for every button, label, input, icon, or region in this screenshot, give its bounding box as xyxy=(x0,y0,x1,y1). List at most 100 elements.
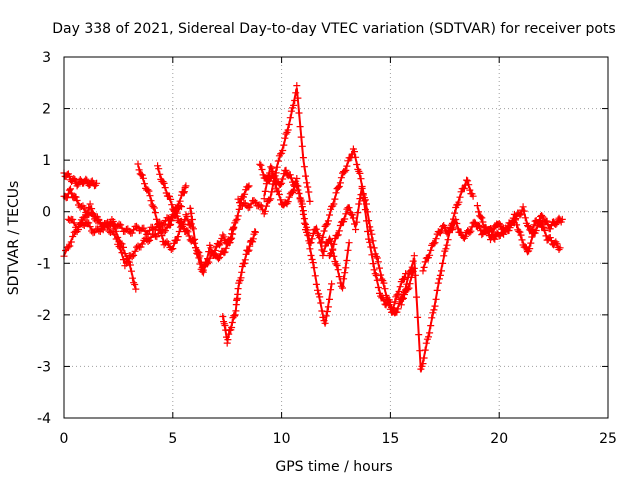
y-axis-label: SDTVAR / TECUs xyxy=(6,181,22,296)
data-point xyxy=(173,236,181,244)
data-point xyxy=(330,240,338,248)
data-point xyxy=(477,213,485,221)
data-point xyxy=(438,267,445,275)
data-point xyxy=(467,227,475,235)
data-point xyxy=(546,234,554,242)
data-point xyxy=(234,285,242,293)
data-point xyxy=(131,281,139,288)
data-point xyxy=(353,218,361,226)
data-point xyxy=(295,109,303,117)
data-point xyxy=(64,243,72,251)
data-point xyxy=(342,166,350,174)
data-point xyxy=(290,101,298,109)
data-point xyxy=(137,243,145,251)
data-point xyxy=(273,163,281,171)
data-point xyxy=(145,187,153,195)
data-point xyxy=(453,220,461,227)
data-track xyxy=(419,210,564,275)
data-track xyxy=(219,228,259,347)
data-point xyxy=(244,183,252,191)
data-point xyxy=(431,302,439,310)
data-point xyxy=(528,233,536,241)
data-point xyxy=(246,242,254,250)
data-point xyxy=(82,175,90,183)
data-point xyxy=(327,286,335,294)
data-point xyxy=(344,246,352,254)
data-point xyxy=(147,197,155,205)
data-point xyxy=(516,228,524,236)
data-point xyxy=(373,276,381,284)
data-point xyxy=(333,232,341,240)
data-point xyxy=(250,197,258,204)
data-point xyxy=(74,180,82,188)
data-point xyxy=(161,184,169,192)
data-point xyxy=(427,322,435,330)
data-point xyxy=(317,299,325,307)
data-point xyxy=(298,142,306,150)
data-point xyxy=(274,187,282,195)
data-point xyxy=(180,188,188,196)
data-point xyxy=(183,226,191,234)
data-point xyxy=(335,227,343,235)
data-point xyxy=(118,249,126,257)
data-point xyxy=(144,186,152,194)
data-point xyxy=(157,226,165,234)
data-point xyxy=(158,232,166,240)
data-point xyxy=(168,201,176,209)
data-point xyxy=(368,230,376,238)
data-point xyxy=(134,160,142,168)
data-point xyxy=(367,243,375,251)
data-point xyxy=(341,168,349,176)
data-point xyxy=(220,233,228,241)
data-point xyxy=(512,216,519,224)
data-point xyxy=(343,257,351,264)
data-point xyxy=(67,238,75,246)
data-point xyxy=(231,312,238,320)
data-point xyxy=(238,268,246,276)
data-point xyxy=(543,217,551,225)
data-point xyxy=(525,223,533,231)
data-point xyxy=(262,180,270,188)
data-point xyxy=(316,293,324,301)
data-point xyxy=(140,224,148,232)
y-tick-label: -2 xyxy=(37,308,51,324)
data-point xyxy=(488,233,496,241)
data-point xyxy=(420,263,428,271)
data-point xyxy=(402,286,410,294)
data-point xyxy=(277,196,284,204)
data-point xyxy=(98,225,106,233)
data-point xyxy=(345,204,353,212)
data-point xyxy=(304,226,312,234)
data-point xyxy=(478,214,486,222)
data-point xyxy=(336,279,344,287)
data-point xyxy=(144,238,152,245)
data-point xyxy=(334,184,342,191)
x-tick-label: 0 xyxy=(60,431,69,447)
data-point xyxy=(356,195,364,203)
data-point xyxy=(421,346,429,354)
data-point xyxy=(67,185,74,193)
data-point xyxy=(297,133,305,141)
data-point xyxy=(320,227,328,235)
y-tick-label: -1 xyxy=(37,256,51,272)
data-point xyxy=(266,169,274,177)
data-point xyxy=(414,313,422,321)
data-point xyxy=(131,247,139,255)
data-point xyxy=(372,253,380,260)
data-point xyxy=(455,198,463,206)
data-point xyxy=(366,238,374,246)
data-point xyxy=(413,293,420,301)
data-point xyxy=(179,220,187,228)
data-point xyxy=(466,186,474,194)
chart-title: Day 338 of 2021, Sidereal Day-to-day VTE… xyxy=(52,21,615,37)
data-point xyxy=(460,184,468,192)
data-point xyxy=(295,190,303,197)
data-point xyxy=(68,189,76,197)
data-point xyxy=(319,252,327,259)
data-point xyxy=(146,236,154,244)
data-point xyxy=(538,212,546,219)
data-point xyxy=(397,301,405,309)
data-point xyxy=(115,220,123,228)
data-point xyxy=(331,195,339,203)
data-point xyxy=(72,193,80,201)
